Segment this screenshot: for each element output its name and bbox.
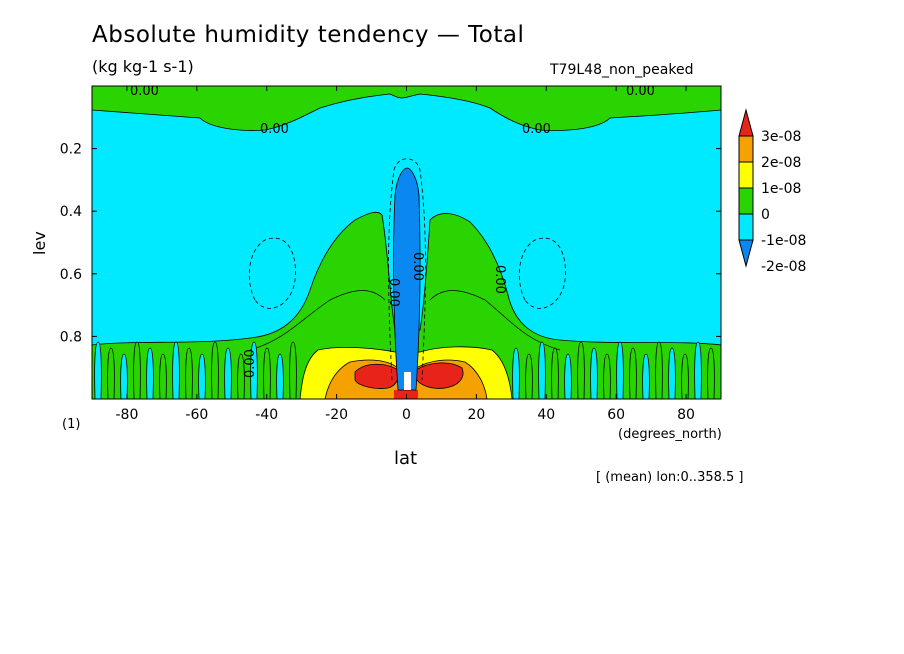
- fill-red-left: [354, 363, 399, 389]
- finger-contour: [694, 341, 702, 399]
- y-tick-label: 0.2: [60, 142, 82, 158]
- finger-contour: [133, 341, 141, 399]
- finger-contour: [159, 353, 167, 399]
- y-axis-ticks: 0.2 0.4 0.6 0.8: [60, 142, 721, 345]
- x-tick-label: -80: [116, 407, 139, 423]
- contour-label-2: 0.00: [626, 84, 655, 99]
- colorbar-label: 0: [761, 207, 770, 223]
- solid-contour-green-right: [429, 290, 561, 351]
- contour-label-3: 0.00: [260, 122, 289, 137]
- x-tick-label: 20: [467, 407, 485, 423]
- colorbar-segment: [738, 108, 754, 137]
- contour-label-7: 0.00: [410, 252, 425, 281]
- dashed-contour-left-cell: [248, 237, 296, 309]
- finger-contour: [603, 353, 611, 399]
- y-tick-label: 0.8: [60, 329, 82, 345]
- finger-contour: [681, 353, 689, 399]
- contour-field: 0.00 0.00 0.00 0.00 0.00 0.00 0.00 0.00: [92, 84, 721, 399]
- panel-label: (1): [62, 417, 81, 432]
- finger-contour: [564, 353, 572, 399]
- run-label: T79L48_non_peaked: [550, 62, 694, 78]
- x-axis-ticks: -80 -60 -40 -20 0 20 40 60 80: [116, 86, 695, 423]
- colorbar-segment: [738, 239, 754, 268]
- finger-contour: [237, 353, 245, 399]
- finger-contour: [263, 347, 271, 399]
- chart-title: Absolute humidity tendency — Total: [92, 22, 525, 48]
- finger-contour: [185, 347, 193, 399]
- x-axis-units: (degrees_north): [618, 427, 722, 442]
- colorbar-segment: [738, 161, 754, 189]
- x-tick-label: 0: [402, 407, 411, 423]
- finger-contour: [276, 353, 284, 399]
- finger-contour: [146, 347, 154, 399]
- finger-contour: [120, 353, 128, 399]
- fill-blue-plume: [393, 167, 421, 391]
- finger-contour: [668, 347, 676, 399]
- finger-contour: [224, 347, 232, 399]
- finger-contour: [707, 347, 715, 399]
- finger-contour: [94, 341, 102, 399]
- dashed-contours: [248, 158, 566, 381]
- contour-label-5: 0.00: [492, 265, 507, 294]
- colorbar-label: 1e-08: [761, 181, 801, 197]
- contour-label-1: 0.00: [130, 84, 159, 99]
- fill-white-core: [404, 372, 411, 390]
- colorbar-label: 2e-08: [761, 155, 801, 171]
- x-axis-label: lat: [394, 448, 418, 469]
- finger-contour: [211, 341, 219, 399]
- finger-contour: [629, 347, 637, 399]
- dashed-contour-right-cell: [518, 237, 566, 309]
- chart-units: (kg kg-1 s-1): [92, 57, 194, 76]
- fill-red-right: [415, 362, 464, 389]
- contour-label-8: 0.00: [243, 349, 258, 378]
- x-tick-label: -20: [325, 407, 348, 423]
- finger-contour: [525, 353, 533, 399]
- x-tick-label: 40: [537, 407, 555, 423]
- finger-contour: [172, 341, 180, 399]
- contour-label-6: 0.00: [386, 278, 401, 307]
- colorbar-segment: [738, 213, 754, 241]
- contour-label-4: 0.00: [522, 122, 551, 137]
- fill-green-top-band: [92, 86, 721, 131]
- colorbar-label: -2e-08: [761, 259, 806, 275]
- finger-contour: [512, 347, 520, 399]
- x-tick-label: 80: [677, 407, 695, 423]
- finger-contour: [250, 341, 258, 399]
- colorbar-label: -1e-08: [761, 233, 806, 249]
- finger-contour: [655, 341, 663, 399]
- finger-contour: [642, 353, 650, 399]
- x-tick-label: 60: [607, 407, 625, 423]
- finger-contour: [577, 341, 585, 399]
- finger-contour: [289, 341, 297, 399]
- mean-note: [ (mean) lon:0..358.5 ]: [596, 470, 744, 485]
- y-tick-label: 0.4: [60, 204, 82, 220]
- fill-green-lower: [92, 211, 721, 399]
- finger-contour: [107, 347, 115, 399]
- lower-finger-contours: [94, 341, 715, 399]
- x-tick-label: -60: [185, 407, 208, 423]
- finger-contour: [198, 353, 206, 399]
- finger-contour: [538, 341, 546, 399]
- contour-label-group: 0.00 0.00 0.00 0.00 0.00 0.00 0.00 0.00: [128, 84, 662, 378]
- colorbar-segment: [738, 187, 754, 215]
- colorbar: 3e-08 2e-08 1e-08 0 -1e-08 -2e-08: [738, 108, 806, 275]
- solid-contours: [249, 290, 561, 351]
- finger-contour: [590, 347, 598, 399]
- finger-contour: [616, 341, 624, 399]
- colorbar-segment: [738, 135, 754, 163]
- solid-contour-green-left: [249, 290, 386, 351]
- x-tick-label: -40: [255, 407, 278, 423]
- y-tick-label: 0.6: [60, 267, 82, 283]
- colorbar-label: 3e-08: [761, 129, 801, 145]
- finger-contour: [551, 347, 559, 399]
